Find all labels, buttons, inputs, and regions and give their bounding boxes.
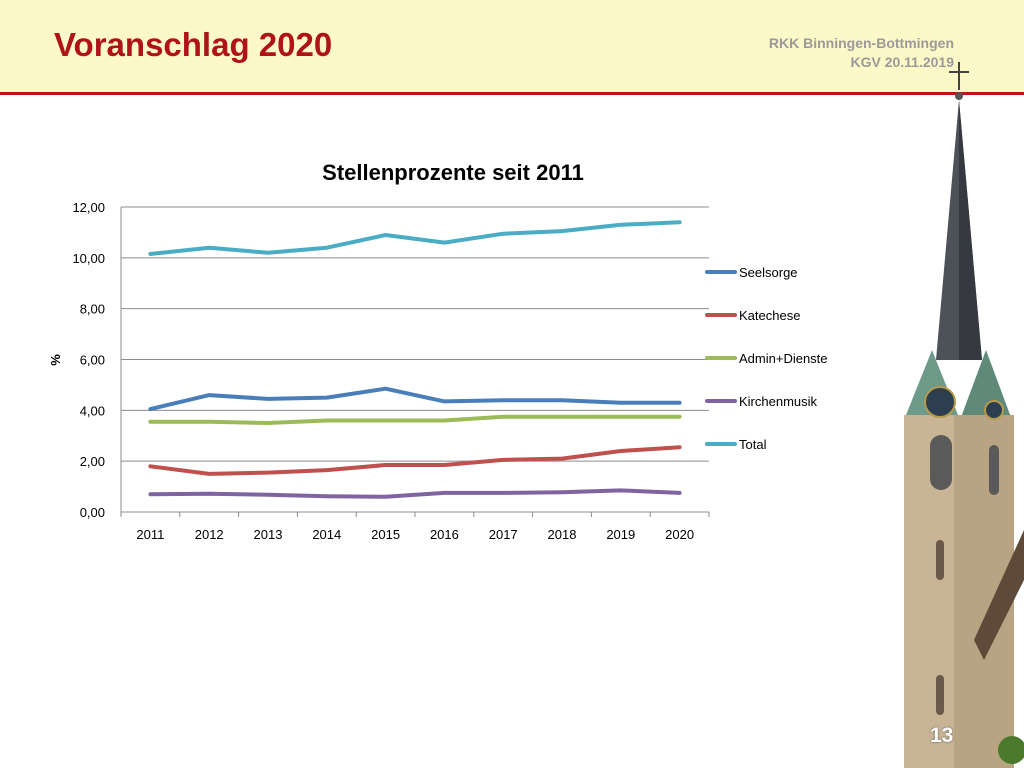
y-tick-label: 10,00	[72, 251, 105, 266]
y-tick-label: 12,00	[72, 200, 105, 215]
x-tick-label: 2015	[371, 527, 400, 542]
organization-name: RKK Binningen-Bottmingen	[768, 35, 954, 51]
legend-label: Seelsorge	[739, 265, 798, 280]
series-line-kirchenmusik	[148, 488, 682, 499]
y-tick-label: 8,00	[80, 302, 105, 317]
x-tick-label: 2017	[489, 527, 518, 542]
legend-label: Katechese	[739, 308, 800, 323]
x-tick-label: 2011	[136, 527, 164, 542]
y-tick-label: 2,00	[80, 454, 105, 469]
organization-info: RKK Binningen-Bottmingen KGV 20.11.2019	[769, 34, 954, 72]
y-tick-label: 6,00	[80, 353, 105, 368]
y-tick-label: 4,00	[80, 403, 105, 418]
y-axis-label: %	[48, 354, 63, 366]
legend-label: Admin+Dienste	[739, 351, 828, 366]
line-chart: Stellenprozente seit 2011 0,00 2,00 4,00 6,0…	[48, 160, 828, 542]
series-line-katechese	[148, 445, 682, 476]
legend-label: Kirchenmusik	[739, 394, 818, 409]
page-number: 13	[930, 724, 954, 747]
x-tick-label: 2014	[312, 527, 341, 542]
x-tick-label: 2020	[665, 527, 694, 542]
meeting-date: KGV 20.11.2019	[850, 54, 954, 70]
series-line-seelsorge	[148, 386, 682, 412]
x-tick-label: 2013	[254, 527, 283, 542]
x-tick-label: 2016	[430, 527, 459, 542]
chart-title: Stellenprozente seit 2011	[322, 160, 584, 185]
y-tick-label: 0,00	[80, 505, 105, 520]
series-line-total	[148, 220, 682, 256]
church-tower-image	[904, 62, 1024, 768]
header-band	[0, 0, 1024, 92]
slide-title: Voranschlag 2020	[54, 26, 333, 63]
x-tick-label: 2012	[195, 527, 224, 542]
header-divider	[0, 92, 1024, 95]
legend-label: Total	[739, 437, 767, 452]
series-line-admin-dienste	[148, 414, 682, 425]
x-tick-label: 2019	[606, 527, 635, 542]
x-tick-label: 2018	[548, 527, 577, 542]
